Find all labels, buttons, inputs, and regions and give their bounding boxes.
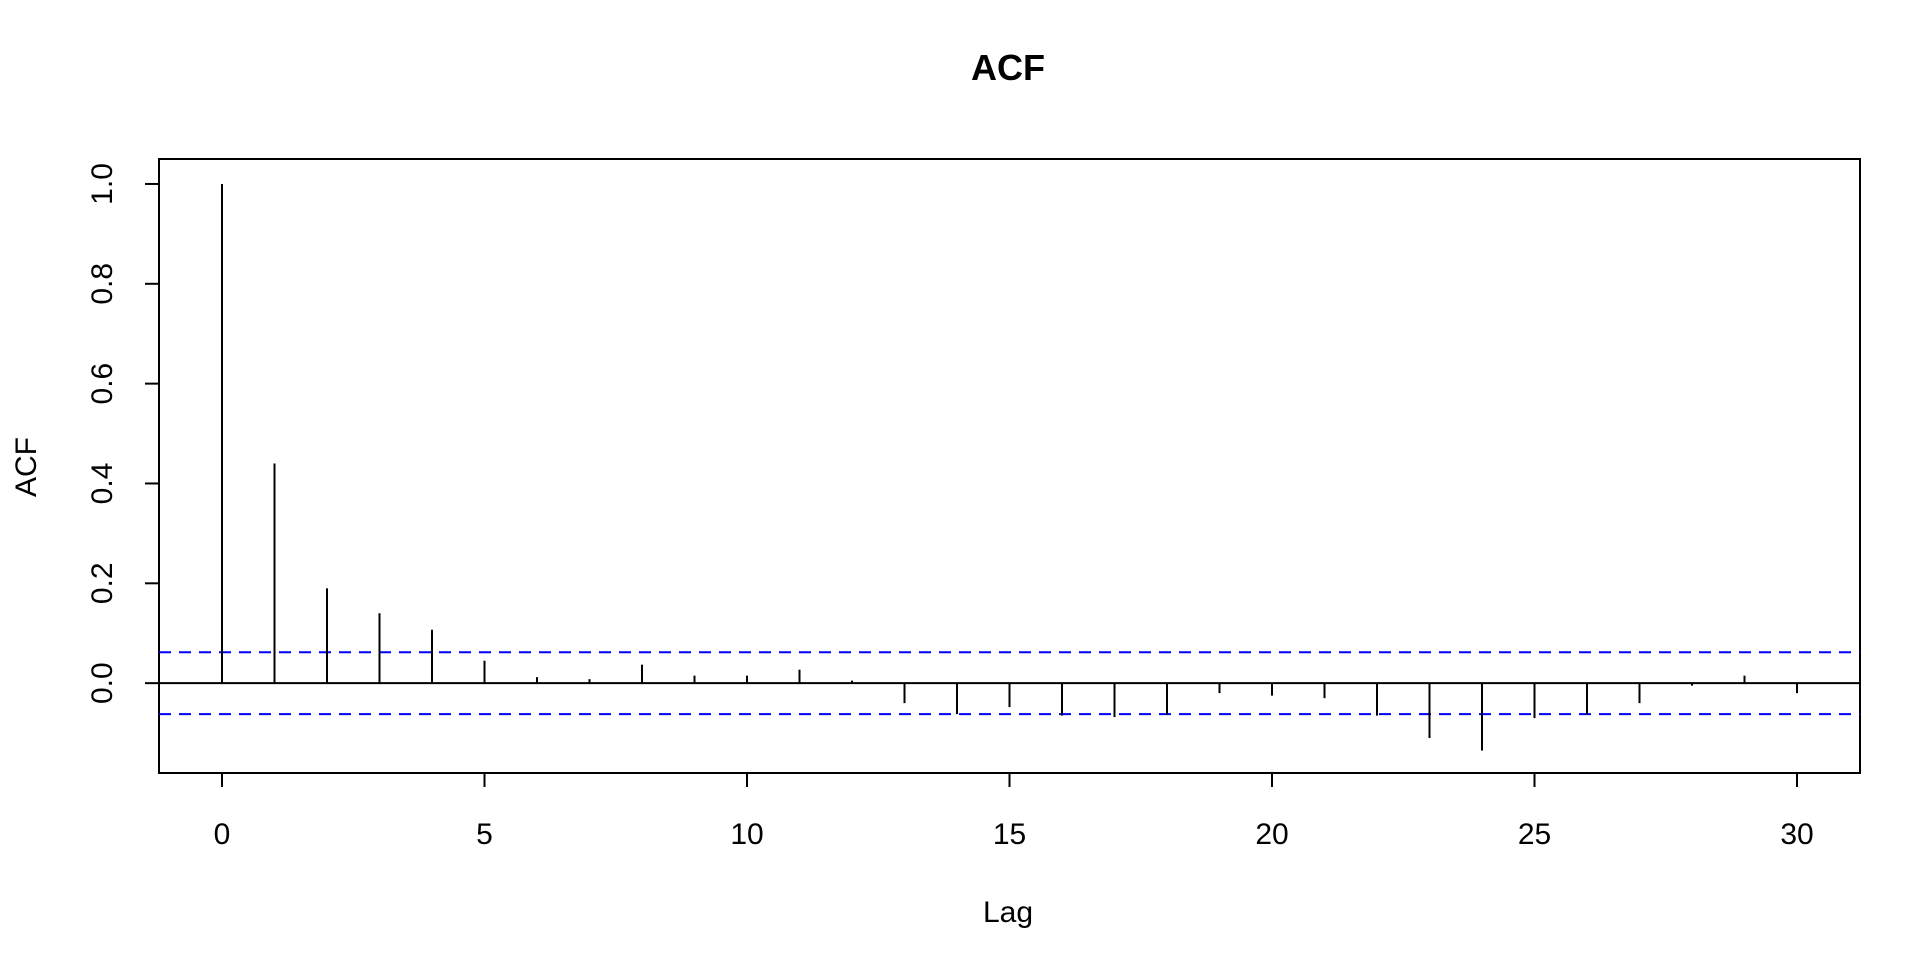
x-tick-label: 15 [993,818,1026,851]
y-tick-label: 0.8 [86,263,119,305]
x-tick-label: 25 [1518,818,1551,851]
y-axis: 0.0 0.2 0.4 0.6 0.8 1.0 [86,163,159,704]
y-tick-label: 0.6 [86,363,119,405]
plot-frame [158,158,1861,774]
x-tick-label: 0 [214,818,231,851]
y-tick-label: 0.4 [86,463,119,505]
chart-title: ACF [971,47,1045,88]
y-tick-label: 0.2 [86,562,119,604]
y-tick-label: 1.0 [86,163,119,205]
x-tick-label: 20 [1255,818,1288,851]
x-axis-label: Lag [983,896,1033,929]
x-tick-label: 10 [730,818,763,851]
x-tick-label: 30 [1780,818,1813,851]
acf-marks [159,183,1860,751]
y-axis-label: ACF [10,437,43,497]
x-tick-label: 5 [476,818,493,851]
x-axis: 0 5 10 15 20 25 30 [214,773,1814,851]
y-tick-label: 0.0 [86,662,119,704]
